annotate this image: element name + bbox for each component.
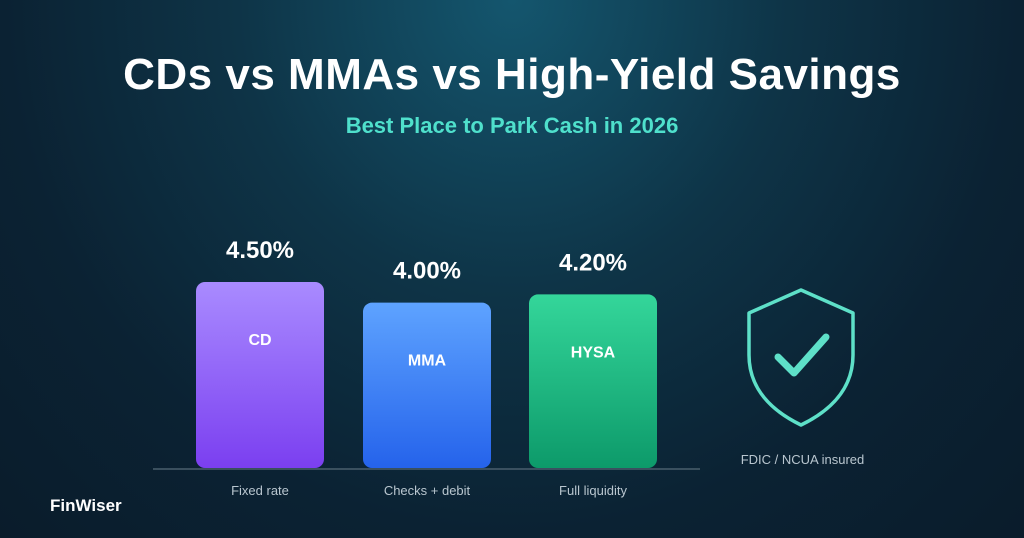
insurance-label: FDIC / NCUA insured xyxy=(740,452,865,467)
bar-category-label: HYSA xyxy=(571,344,616,361)
bar-cd xyxy=(196,282,324,468)
bar-category-label: MMA xyxy=(408,353,447,370)
bar-value-label: 4.20% xyxy=(559,249,627,276)
bar-value-label: 4.00% xyxy=(393,258,461,285)
brand-logo: FinWiser xyxy=(50,496,122,515)
bar-description-label: Checks + debit xyxy=(384,483,471,498)
page-subtitle: Best Place to Park Cash in 2026 xyxy=(345,113,679,138)
bar-mma xyxy=(363,302,491,468)
shield-check-icon xyxy=(747,288,855,427)
bar-description-label: Full liquidity xyxy=(559,483,627,498)
page-title: CDs vs MMAs vs High-Yield Savings xyxy=(123,50,901,99)
bar-category-label: CD xyxy=(248,332,271,349)
bar-value-label: 4.50% xyxy=(226,237,294,264)
bar-hysa xyxy=(529,294,657,468)
bar-description-label: Fixed rate xyxy=(231,483,289,498)
